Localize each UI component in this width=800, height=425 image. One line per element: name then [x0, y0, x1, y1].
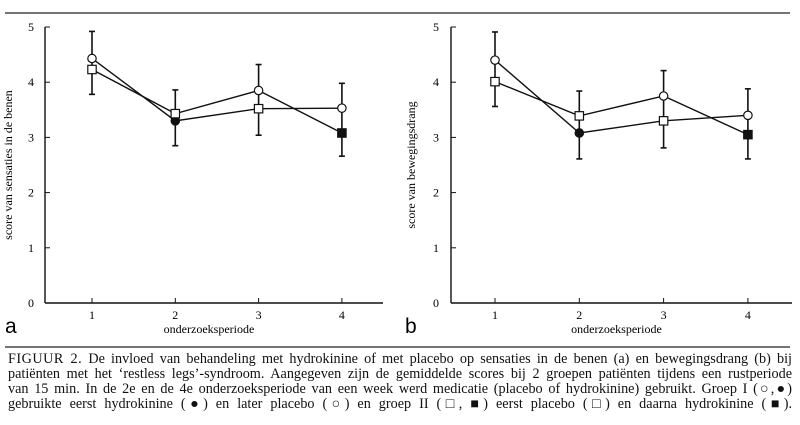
- chart-b: 0 1 2 3 4 5 1 2 3 4 onderzoeksperiode score van bew…: [404, 20, 792, 338]
- y-tick-label: 4: [28, 75, 34, 89]
- y-tick-label: 3: [28, 130, 34, 144]
- marker-circle-filled: [574, 128, 585, 138]
- marker-square-open: [170, 108, 181, 119]
- x-tick-label: 4: [745, 308, 751, 322]
- caption-line-4: gebruikte eerst hydrokinine (●) en later…: [8, 396, 792, 412]
- caption-line-1: FIGUUR 2. De invloed van behandeling met…: [8, 351, 793, 367]
- series-line-2: [494, 80, 749, 136]
- marker-square-filled: [337, 128, 347, 138]
- y-tick-label: 1: [28, 241, 34, 255]
- series-line-2: [91, 68, 343, 134]
- figure-label: FIGUUR 2.: [8, 351, 83, 367]
- x-tick-label: 2: [576, 308, 582, 322]
- marker-square-open: [253, 103, 264, 114]
- y-tick-label: 0: [28, 296, 34, 310]
- marker-square-open: [490, 76, 500, 87]
- x-tick-label: 4: [339, 308, 345, 322]
- x-tick-label: 1: [492, 308, 498, 322]
- chart-a: 0 1 2 3 4 5 1 2 3 4 onderzoeksperiode score van sen…: [1, 20, 383, 338]
- marker-circle-open: [490, 55, 500, 65]
- marker-square-open: [658, 116, 669, 126]
- y-tick-label: 1: [433, 241, 439, 255]
- x-axis-label: onderzoeksperiode: [571, 322, 662, 336]
- y-axis-label: score van bewegingsdrang: [404, 101, 418, 228]
- marker-square-open: [574, 111, 585, 121]
- y-tick-label: 4: [433, 75, 439, 89]
- marker-circle-open: [743, 110, 753, 121]
- y-axis-label: score van sensaties in de benen: [1, 90, 15, 240]
- x-tick-label: 2: [172, 308, 178, 322]
- marker-circle-open: [253, 85, 264, 96]
- panel-label: a: [5, 315, 17, 338]
- y-tick-label: 5: [433, 20, 439, 34]
- y-tick-label: 2: [28, 186, 34, 200]
- marker-square-filled: [743, 129, 753, 140]
- series-line-1: [494, 59, 748, 134]
- panel-label: b: [405, 315, 417, 338]
- y-tick-label: 5: [28, 20, 34, 34]
- marker-circle-open: [87, 53, 97, 64]
- series-line-1: [91, 57, 342, 122]
- caption-line-3: van 15 min. In de 2e en de 4e onderzoeks…: [8, 381, 792, 397]
- x-tick-label: 3: [256, 308, 262, 322]
- x-tick-label: 1: [89, 308, 95, 322]
- marker-circle-open: [337, 103, 347, 113]
- caption-line-2: patiënten met het ‘restless legs’-syndro…: [8, 366, 792, 382]
- y-tick-label: 2: [433, 186, 439, 200]
- y-tick-label: 0: [433, 296, 439, 310]
- marker-square-open: [87, 64, 97, 75]
- x-axis-label: onderzoeksperiode: [164, 322, 255, 336]
- x-tick-label: 3: [661, 308, 667, 322]
- marker-circle-open: [658, 91, 669, 101]
- y-tick-label: 3: [433, 130, 439, 144]
